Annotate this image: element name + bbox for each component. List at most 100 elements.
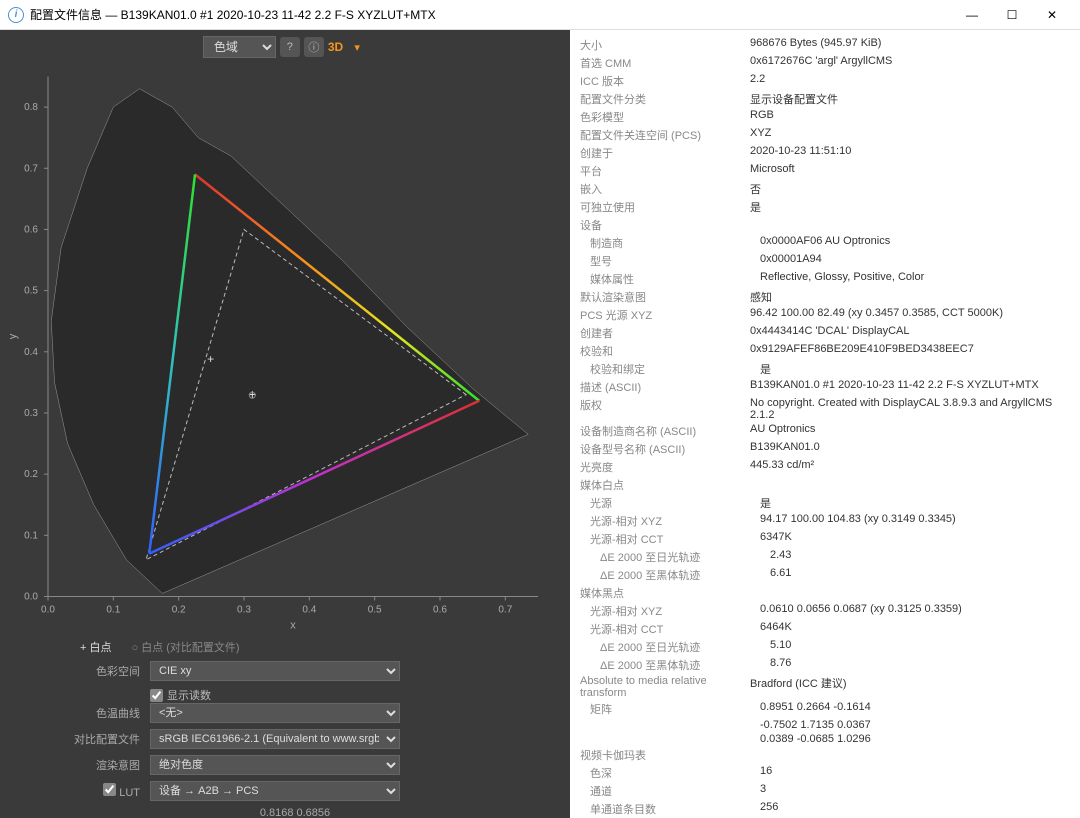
help-icon[interactable]: ? [280, 37, 300, 57]
info-value: 6.61 [770, 567, 1070, 583]
info-row: 制造商0x0000AF06 AU Optronics [580, 234, 1070, 252]
svg-text:+: + [207, 352, 214, 366]
info-value: 968676 Bytes (945.97 KiB) [750, 37, 1070, 53]
info-value: 感知 [750, 289, 1070, 305]
info-row: 光亮度445.33 cd/m² [580, 458, 1070, 476]
info-value: 2.2 [750, 73, 1070, 89]
compare-select[interactable]: sRGB IEC61966-2.1 (Equivalent to www.srg… [150, 729, 400, 749]
info-row: 可独立使用是 [580, 198, 1070, 216]
render-select[interactable]: 绝对色度 [150, 755, 400, 775]
info-value: Bradford (ICC 建议) [750, 675, 1070, 699]
info-label: 光源 [590, 495, 760, 511]
info-row: 描述 (ASCII)B139KAN01.0 #1 2020-10-23 11-4… [580, 378, 1070, 396]
info-label: ΔE 2000 至日光轨迹 [600, 549, 770, 565]
info-row: -0.7502 1.7135 0.0367 [580, 718, 1070, 732]
info-label: 设备型号名称 (ASCII) [580, 441, 750, 457]
info-label: 创建者 [580, 325, 750, 341]
svg-text:0.6: 0.6 [433, 605, 447, 616]
show-readout-label: 显示读数 [167, 687, 211, 703]
compare-label: 对比配置文件 [40, 731, 140, 747]
info-label: ΔE 2000 至日光轨迹 [600, 639, 770, 655]
info-label: 通道 [590, 783, 760, 799]
info-label: 校验和绑定 [590, 361, 760, 377]
info-panel[interactable]: 大小968676 Bytes (945.97 KiB)首选 CMM0x61726… [570, 30, 1080, 818]
colorspace-label: 色彩空间 [40, 663, 140, 679]
info-label: 光源-相对 CCT [590, 531, 760, 547]
svg-text:0.6: 0.6 [24, 224, 38, 235]
info-row: 设备制造商名称 (ASCII)AU Optronics [580, 422, 1070, 440]
close-button[interactable]: ✕ [1032, 1, 1072, 29]
info-value: 0.0389 -0.0685 1.0296 [760, 733, 1070, 745]
info-label: 光源-相对 XYZ [590, 513, 760, 529]
info-row: 0.0389 -0.0685 1.0296 [580, 732, 1070, 746]
info-row: 设备 [580, 216, 1070, 234]
info-row: 光源是 [580, 494, 1070, 512]
info-label: 可独立使用 [580, 199, 750, 215]
info-row: PCS 光源 XYZ96.42 100.00 82.49 (xy 0.3457 … [580, 306, 1070, 324]
lut-select[interactable]: 设备 → A2B → PCS [150, 781, 400, 801]
lut-checkbox[interactable] [103, 783, 116, 796]
info-label: 光源-相对 CCT [590, 621, 760, 637]
info-label: 配置文件分类 [580, 91, 750, 107]
minimize-button[interactable]: — [952, 1, 992, 29]
svg-text:x: x [290, 620, 296, 630]
svg-text:0.0: 0.0 [24, 592, 38, 603]
3d-toggle[interactable]: 3D [328, 40, 343, 54]
info-row: 媒体黑点 [580, 584, 1070, 602]
svg-text:0.3: 0.3 [24, 408, 38, 419]
info-row: ΔE 2000 至日光轨迹2.43 [580, 548, 1070, 566]
show-readout-checkbox[interactable] [150, 689, 163, 702]
maximize-button[interactable]: ☐ [992, 1, 1032, 29]
info-label: 光亮度 [580, 459, 750, 475]
info-value: 显示设备配置文件 [750, 91, 1070, 107]
view-dropdown[interactable]: 色域 [203, 36, 276, 58]
info-value: -0.7502 1.7135 0.0367 [760, 719, 1070, 731]
colorspace-select[interactable]: CIE xy [150, 661, 400, 681]
info-label: 嵌入 [580, 181, 750, 197]
info-row: 光源-相对 XYZ94.17 100.00 104.83 (xy 0.3149 … [580, 512, 1070, 530]
info-row: 视频卡伽玛表 [580, 746, 1070, 764]
info-label: 默认渲染意图 [580, 289, 750, 305]
info-row: 首选 CMM0x6172676C 'argl' ArgyllCMS [580, 54, 1070, 72]
svg-text:0.4: 0.4 [24, 347, 38, 358]
tonecurve-select[interactable]: <无> [150, 703, 400, 723]
info-label: PCS 光源 XYZ [580, 307, 750, 323]
info-row: ICC 版本2.2 [580, 72, 1070, 90]
info-row: 创建者0x4443414C 'DCAL' DisplayCAL [580, 324, 1070, 342]
chart-toolbar: 色域 ? ⓘ 3D ▾ [0, 30, 570, 64]
info-row: 单通道条目数256 [580, 800, 1070, 818]
info-value: No copyright. Created with DisplayCAL 3.… [750, 397, 1070, 421]
info-row: 色彩模型RGB [580, 108, 1070, 126]
info-value: 否 [750, 181, 1070, 197]
info-label: 创建于 [580, 145, 750, 161]
info-value: 0.0610 0.0656 0.0687 (xy 0.3125 0.3359) [760, 603, 1070, 619]
info-row: 矩阵0.8951 0.2664 -0.1614 [580, 700, 1070, 718]
info-value: 256 [760, 801, 1070, 817]
info-value: RGB [750, 109, 1070, 125]
info-label: 制造商 [590, 235, 760, 251]
info-label: ΔE 2000 至黑体轨迹 [600, 567, 770, 583]
info-value: 0.8951 0.2664 -0.1614 [760, 701, 1070, 717]
controls-panel: + 白点 ○ 白点 (对比配置文件) 色彩空间 CIE xy 显示读数 色温曲线… [0, 629, 570, 818]
gamut-chart[interactable]: 0.00.10.20.30.40.50.60.70.00.10.20.30.40… [0, 64, 570, 629]
info-row: 通道3 [580, 782, 1070, 800]
svg-text:0.0: 0.0 [41, 605, 55, 616]
info-row: 光源-相对 XYZ0.0610 0.0656 0.0687 (xy 0.3125… [580, 602, 1070, 620]
info-label: 型号 [590, 253, 760, 269]
svg-text:0.1: 0.1 [24, 530, 38, 541]
info-row: Absolute to media relative transformBrad… [580, 674, 1070, 700]
info-label: 色彩模型 [580, 109, 750, 125]
info-label: Absolute to media relative transform [580, 675, 750, 699]
svg-text:0.2: 0.2 [172, 605, 186, 616]
info-value: Reflective, Glossy, Positive, Color [760, 271, 1070, 287]
info-row: ΔE 2000 至日光轨迹5.10 [580, 638, 1070, 656]
info-tool-icon[interactable]: ⓘ [304, 37, 324, 57]
svg-text:0.7: 0.7 [498, 605, 512, 616]
svg-text:0.5: 0.5 [24, 286, 38, 297]
expand-icon[interactable]: ▾ [347, 37, 367, 57]
chart-svg: 0.00.10.20.30.40.50.60.70.00.10.20.30.40… [0, 64, 570, 629]
info-value: 0x4443414C 'DCAL' DisplayCAL [750, 325, 1070, 341]
info-row: 创建于2020-10-23 11:51:10 [580, 144, 1070, 162]
info-value: 8.76 [770, 657, 1070, 673]
svg-text:0.3: 0.3 [237, 605, 251, 616]
